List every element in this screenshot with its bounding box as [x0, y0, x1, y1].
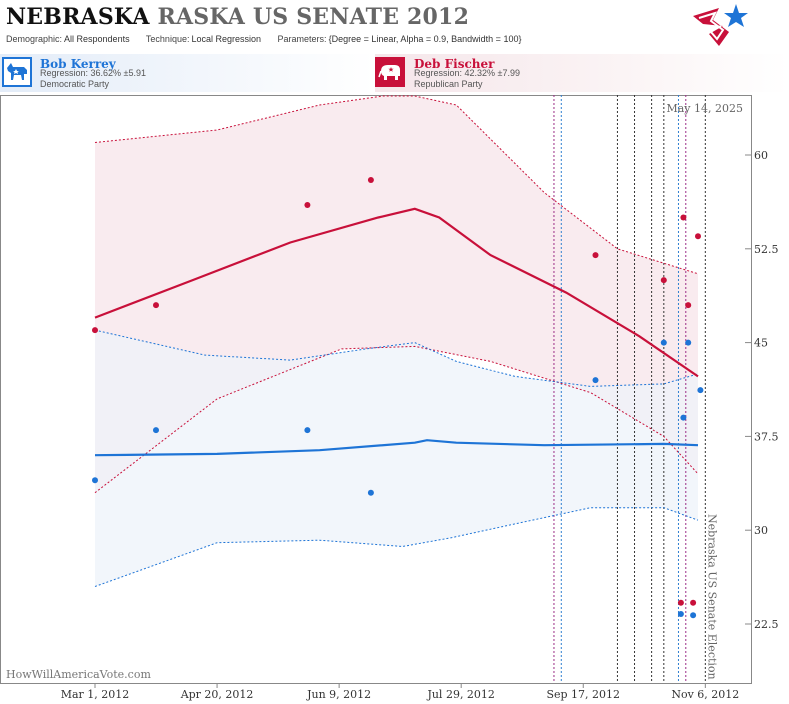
donkey-icon: [2, 57, 32, 87]
y-tick-label: 45: [754, 337, 768, 350]
poll-point[interactable]: [592, 377, 599, 384]
y-tick-label: 52.5: [754, 243, 779, 256]
regression-lines: [94, 207, 699, 457]
poll-point[interactable]: [660, 277, 667, 284]
regression-line: [94, 207, 699, 378]
param-parameters[interactable]: {Degree = Linear, Alpha = 0.9, Bandwidth…: [328, 34, 522, 44]
date-label: May 14, 2025: [666, 102, 743, 115]
elephant-icon: [375, 57, 405, 87]
page-title: NEBRASKA RASKA US SENATE 2012: [6, 4, 469, 30]
title-race: RASKA US SENATE 2012: [157, 4, 470, 30]
x-tick-label: Mar 1, 2012: [61, 688, 130, 701]
y-tick-label: 60: [754, 149, 768, 162]
x-tick-label: Jun 9, 2012: [306, 688, 371, 701]
candidate-party: Republican Party: [414, 79, 483, 89]
x-tick-label: Jul 29, 2012: [426, 688, 495, 701]
poll-point[interactable]: [677, 599, 684, 606]
poll-point[interactable]: [153, 427, 159, 434]
poll-point[interactable]: [685, 339, 692, 346]
confidence-bounds: [94, 95, 699, 587]
y-tick-label: 30: [754, 524, 768, 537]
poll-point[interactable]: [367, 489, 374, 496]
poll-point[interactable]: [690, 599, 697, 606]
poll-point[interactable]: [304, 202, 311, 208]
poll-points[interactable]: [92, 177, 704, 619]
candidate-party: Democratic Party: [40, 79, 110, 89]
param-key: Technique:: [145, 34, 190, 44]
event-lines: [553, 95, 706, 683]
poll-point[interactable]: [680, 214, 687, 221]
poll-point[interactable]: [660, 339, 667, 346]
poll-point[interactable]: [92, 327, 98, 334]
event-label: Nebraska US Senate Election: [705, 514, 718, 680]
poll-point[interactable]: [697, 387, 704, 394]
poll-point[interactable]: [690, 612, 697, 619]
star-flag-logo[interactable]: [689, 2, 751, 48]
poll-point[interactable]: [304, 427, 311, 434]
parameters-bar: Demographic: All Respondents Technique: Lo…: [6, 34, 535, 44]
poll-point[interactable]: [153, 302, 159, 309]
y-tick-label: 37.5: [754, 430, 779, 443]
upper-bound-line: [94, 95, 699, 275]
poll-point[interactable]: [677, 611, 684, 617]
y-axis: 22.5 30 37.5 45 52.5 60: [745, 149, 779, 631]
regression-line: [94, 439, 699, 457]
x-axis: Mar 1, 2012 Apr 20, 2012 Jun 9, 2012 Jul 29…: [61, 683, 739, 701]
watermark: HowWillAmericaVote.com: [6, 668, 151, 681]
candidate-panel-fischer[interactable]: Deb Fischer Regression: 42.32% ±7.99 Rep…: [375, 54, 789, 92]
param-key: Demographic:: [6, 34, 63, 44]
title-state: NEBRASKA: [6, 4, 150, 30]
candidate-panel-kerrey[interactable]: Bob Kerrey Regression: 36.62% ±5.91 Demo…: [0, 54, 375, 92]
param-technique[interactable]: Local Regression: [191, 34, 262, 44]
confidence-band: [95, 96, 698, 493]
y-tick-label: 22.5: [754, 618, 779, 631]
poll-point[interactable]: [367, 177, 374, 183]
poll-point[interactable]: [680, 414, 687, 421]
candidate-regression: Regression: 36.62% ±5.91: [40, 68, 147, 78]
param-key: Parameters:: [277, 34, 327, 44]
candidate-name: Deb Fischer: [414, 57, 495, 71]
lower-bound-line: [94, 507, 699, 587]
confidence-bands: [95, 96, 698, 587]
x-tick-label: Apr 20, 2012: [180, 688, 254, 701]
candidate-regression: Regression: 42.32% ±7.99: [414, 68, 521, 78]
x-tick-label: Sep 17, 2012: [546, 688, 620, 701]
header: NEBRASKA RASKA US SENATE 2012 Demographi…: [0, 0, 789, 50]
lower-bound-line: [94, 345, 699, 494]
poll-point[interactable]: [695, 233, 701, 240]
candidate-name: Bob Kerrey: [40, 57, 116, 71]
poll-point[interactable]: [592, 252, 599, 259]
confidence-band: [95, 330, 698, 587]
polling-chart[interactable]: 22.5 30 37.5 45 52.5 60 Mar 1, 2012 Apr 20, 20…: [0, 95, 789, 704]
poll-point[interactable]: [92, 477, 98, 484]
poll-point[interactable]: [685, 302, 692, 309]
x-tick-label: Nov 6, 2012: [671, 688, 739, 701]
param-demographic[interactable]: All Respondents: [64, 34, 130, 44]
